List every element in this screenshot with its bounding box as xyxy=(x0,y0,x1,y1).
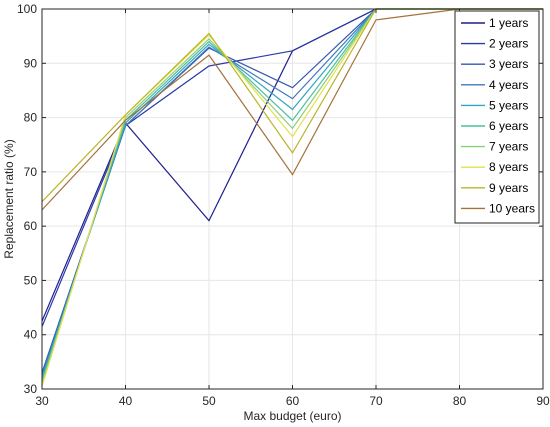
x-tick-label: 30 xyxy=(35,394,49,408)
legend-entry-label: 2 years xyxy=(489,37,528,51)
y-tick-label: 100 xyxy=(17,2,37,16)
x-tick-label: 60 xyxy=(286,394,300,408)
y-tick-label: 60 xyxy=(24,219,38,233)
x-tick-label: 80 xyxy=(453,394,467,408)
legend-entry-label: 1 years xyxy=(489,16,528,30)
x-axis-label: Max budget (euro) xyxy=(243,409,341,423)
y-tick-label: 80 xyxy=(24,111,38,125)
y-tick-label: 40 xyxy=(24,328,38,342)
y-tick-label: 50 xyxy=(24,273,38,287)
x-tick-label: 70 xyxy=(369,394,383,408)
x-tick-label: 50 xyxy=(202,394,216,408)
legend-entry-label: 3 years xyxy=(489,57,528,71)
x-tick-label: 40 xyxy=(119,394,133,408)
legend-entry-label: 10 years xyxy=(489,201,535,215)
legend-entry-label: 5 years xyxy=(489,98,528,112)
x-axis-ticks: 30 40 50 60 70 80 90 xyxy=(35,9,550,408)
y-axis-ticks: 30 40 50 60 70 80 90 100 xyxy=(17,2,543,396)
y-tick-label: 30 xyxy=(24,382,38,396)
y-tick-label: 90 xyxy=(24,56,38,70)
x-tick-label: 90 xyxy=(536,394,550,408)
y-axis-label: Replacement ratio (%) xyxy=(2,139,16,258)
legend-entry-label: 6 years xyxy=(489,119,528,133)
legend-entry-label: 8 years xyxy=(489,160,528,174)
legend: 1 years 2 years 3 years 4 years 5 years 6 yea… xyxy=(454,10,540,224)
y-tick-label: 70 xyxy=(24,165,38,179)
legend-entry-label: 9 years xyxy=(489,181,528,195)
legend-entry-label: 7 years xyxy=(489,140,528,154)
legend-entry-label: 4 years xyxy=(489,78,528,92)
